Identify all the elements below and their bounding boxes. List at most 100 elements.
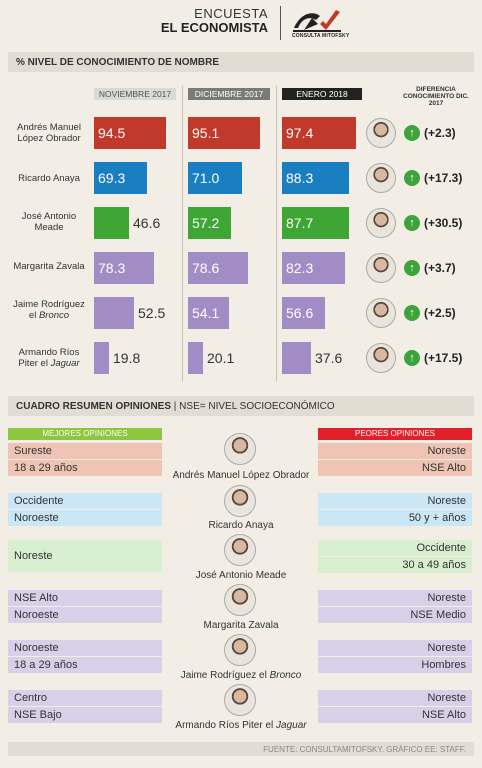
bar [94,207,129,239]
candidate-nickname: Jaguar [276,720,307,731]
bar-value-label: 37.6 [315,350,343,366]
candidate-name-part: Jaime Rodríguez el [180,670,270,681]
bar [94,297,134,329]
bar [282,342,311,374]
bar [282,252,345,284]
candidate-photo [224,433,256,465]
diff-value: (+3.7) [424,261,456,275]
best-opinion-cell: Noreste [8,540,162,572]
section-title-opiniones: CUADRO RESUMEN OPINIONES | NSE= NIVEL SO… [8,396,474,416]
worst-opinion-cell: Occidente [318,540,472,556]
arrow-up-icon: ↑ [404,350,420,366]
bar-value-label: 82.3 [286,260,314,276]
bar-value-label: 52.5 [138,305,166,321]
row-label-line: Meade [34,222,64,233]
best-opinion-cell: NSE Alto [8,590,162,606]
worst-opinion-cell: Noreste [318,590,472,606]
row-label-zavala: Margarita Zavala [8,261,90,272]
bar-value-label: 20.1 [207,350,235,366]
candidate-photo [224,534,256,566]
bar-value-label: 87.7 [286,215,314,231]
bar-value-label: 54.1 [192,305,220,321]
section2-title: CUADRO RESUMEN OPINIONES [16,401,172,412]
candidate-photo [366,298,396,328]
row-label-amlo: Andrés Manuel López Obrador [8,122,90,144]
diff-value: (+2.5) [424,306,456,320]
candidate-photo [366,343,396,373]
best-opinion-cell: Occidente [8,493,162,509]
candidate-name-part: Armando Ríos Piter el [175,720,277,731]
row-label-meade: José Antonio Meade [8,211,90,233]
candidate-name: Jaime Rodríguez el Bronco [160,670,322,681]
candidate-photo [224,485,256,517]
brand-line2: EL ECONOMISTA [160,20,268,35]
candidate-name: Margarita Zavala [203,620,279,631]
row-label-line: Andrés Manuel [17,122,81,133]
row-label-line: Jaime Rodríguez [13,299,85,310]
worst-opinion-cell: Noreste [318,640,472,656]
arrow-up-icon: ↑ [404,125,420,141]
worst-opinion-cell: NSE Alto [318,460,472,476]
arrow-up-icon: ↑ [404,215,420,231]
bar [188,207,231,239]
row-label-line: el [28,310,39,321]
arrow-up-icon: ↑ [404,170,420,186]
worst-opinion-cell: 50 y + años [318,510,472,526]
row-label-line: José Antonio [21,211,77,222]
bar [188,117,260,149]
candidate-photo [224,584,256,616]
best-opinion-cell: Noroeste [8,510,162,526]
best-opinion-cell: Noroeste [8,640,162,656]
column-divider [276,86,277,382]
diff-value: (+2.3) [424,126,456,140]
col-head-dic: DICIEMBRE 2017 [188,88,270,100]
best-opinion-cell: Sureste [8,443,162,459]
bar [188,162,242,194]
candidate-photo [366,253,396,283]
row-label-line: Piter el [18,358,51,369]
bar [94,117,166,149]
row-label-line: Armando Ríos [18,347,80,358]
worst-opinion-cell: Hombres [318,657,472,673]
best-opinion-cell: 18 a 29 años [8,460,162,476]
bar-value-label: 19.8 [113,350,141,366]
best-opinion-cell: 18 a 29 años [8,657,162,673]
best-opinion-cell: NSE Bajo [8,707,162,723]
worst-opinion-cell: Noreste [318,690,472,706]
bar-value-label: 78.6 [192,260,220,276]
bar [282,207,349,239]
bar-value-label: 71.0 [192,170,220,186]
candidate-photo [366,118,396,148]
candidate-photo [366,163,396,193]
header: ENCUESTA EL ECONOMISTA CONSULTA MITOFSKY [0,0,482,46]
header-divider [280,6,281,40]
best-opinion-cell: Noroeste [8,607,162,623]
brand-line1: ENCUESTA [194,6,268,21]
section1-title: % NIVEL DE CONOCIMIENTO DE NOMBRE [16,57,219,68]
candidate-name: Ricardo Anaya [208,520,274,531]
bar [94,162,147,194]
diff-value: (+17.5) [424,351,463,365]
arrow-up-icon: ↑ [404,260,420,276]
section-title-conocimiento: % NIVEL DE CONOCIMIENTO DE NOMBRE [8,52,474,72]
candidate-photo [224,684,256,716]
candidate-name: Armando Ríos Piter el Jaguar [160,720,322,731]
row-label-anaya: Ricardo Anaya [8,173,90,184]
col-head-nov: NOVIEMBRE 2017 [94,88,176,100]
bar-value-label: 97.4 [286,125,314,141]
bar [188,252,248,284]
diff-value: (+30.5) [424,216,463,230]
bar [94,252,154,284]
col-head-ene: ENERO 2018 [282,88,362,100]
mitofsky-logo-icon [293,10,341,32]
row-label-nick: Bronco [38,310,70,321]
worst-opinion-cell: 30 a 49 años [318,557,472,573]
bar [188,297,229,329]
bar [282,117,356,149]
logo-text: CONSULTA MITOFSKY [292,33,350,39]
bar-value-label: 95.1 [192,125,220,141]
worst-opinion-cell: NSE Alto [318,707,472,723]
bar-value-label: 94.5 [98,125,126,141]
row-label-line: Margarita Zavala [13,261,85,272]
bar-value-label: 78.3 [98,260,126,276]
